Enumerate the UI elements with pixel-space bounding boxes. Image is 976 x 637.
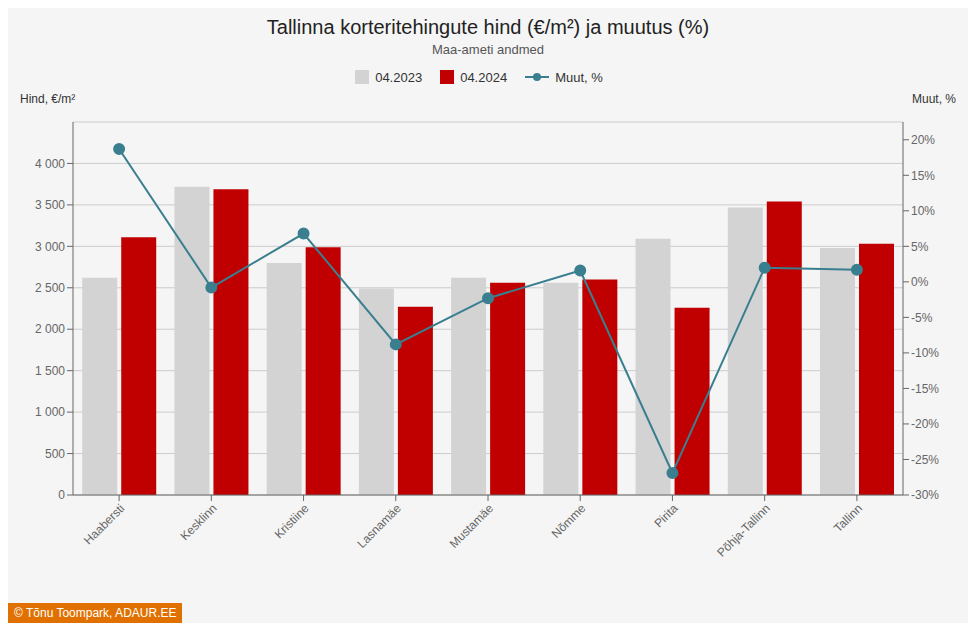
svg-text:1 500: 1 500: [35, 364, 65, 378]
svg-text:Haabersti: Haabersti: [81, 501, 127, 547]
svg-text:Tallinn: Tallinn: [831, 501, 865, 535]
svg-text:5%: 5%: [911, 240, 929, 254]
svg-text:Põhja-Tallinn: Põhja-Tallinn: [714, 501, 772, 559]
svg-text:3 500: 3 500: [35, 198, 65, 212]
svg-text:Pirita: Pirita: [651, 501, 680, 530]
svg-text:20%: 20%: [911, 133, 935, 147]
svg-text:0%: 0%: [911, 275, 929, 289]
svg-text:1 000: 1 000: [35, 405, 65, 419]
svg-text:-15%: -15%: [911, 382, 939, 396]
html-text:04.2024: 04.2024: [460, 69, 508, 85]
html-text:Hind, €/m²: Hind, €/m²: [20, 92, 76, 106]
svg-text:0: 0: [58, 488, 65, 502]
html-text:Tallinna korteritehingute hind: Tallinna korteritehingute hind (€/m²) ja…: [266, 16, 710, 38]
svg-text:2 000: 2 000: [35, 322, 65, 336]
html-text:© Tõnu Toompark, ADAUR.EE: © Tõnu Toompark, ADAUR.EE: [14, 606, 177, 620]
html-text:Maa-ameti andmed: Maa-ameti andmed: [432, 42, 544, 57]
svg-text:Kesklinn: Kesklinn: [178, 501, 220, 543]
html-text:Muut, %: Muut, %: [912, 92, 956, 106]
svg-text:Mustamäe: Mustamäe: [447, 501, 497, 551]
svg-text:Lasnamäe: Lasnamäe: [354, 501, 404, 551]
svg-text:-20%: -20%: [911, 417, 939, 431]
svg-text:Kristiine: Kristiine: [272, 501, 312, 541]
svg-text:-30%: -30%: [911, 488, 939, 502]
svg-text:-5%: -5%: [911, 311, 933, 325]
svg-text:15%: 15%: [911, 169, 935, 183]
html-text:04.2023: 04.2023: [375, 69, 423, 85]
html-text:Muut, %: Muut, %: [555, 69, 603, 85]
svg-text:4 000: 4 000: [35, 157, 65, 171]
svg-text:-10%: -10%: [911, 346, 939, 360]
svg-text:Nõmme: Nõmme: [549, 501, 589, 541]
svg-text:2 500: 2 500: [35, 281, 65, 295]
svg-text:-25%: -25%: [911, 453, 939, 467]
svg-text:500: 500: [45, 447, 65, 461]
svg-text:3 000: 3 000: [35, 240, 65, 254]
svg-text:10%: 10%: [911, 204, 935, 218]
